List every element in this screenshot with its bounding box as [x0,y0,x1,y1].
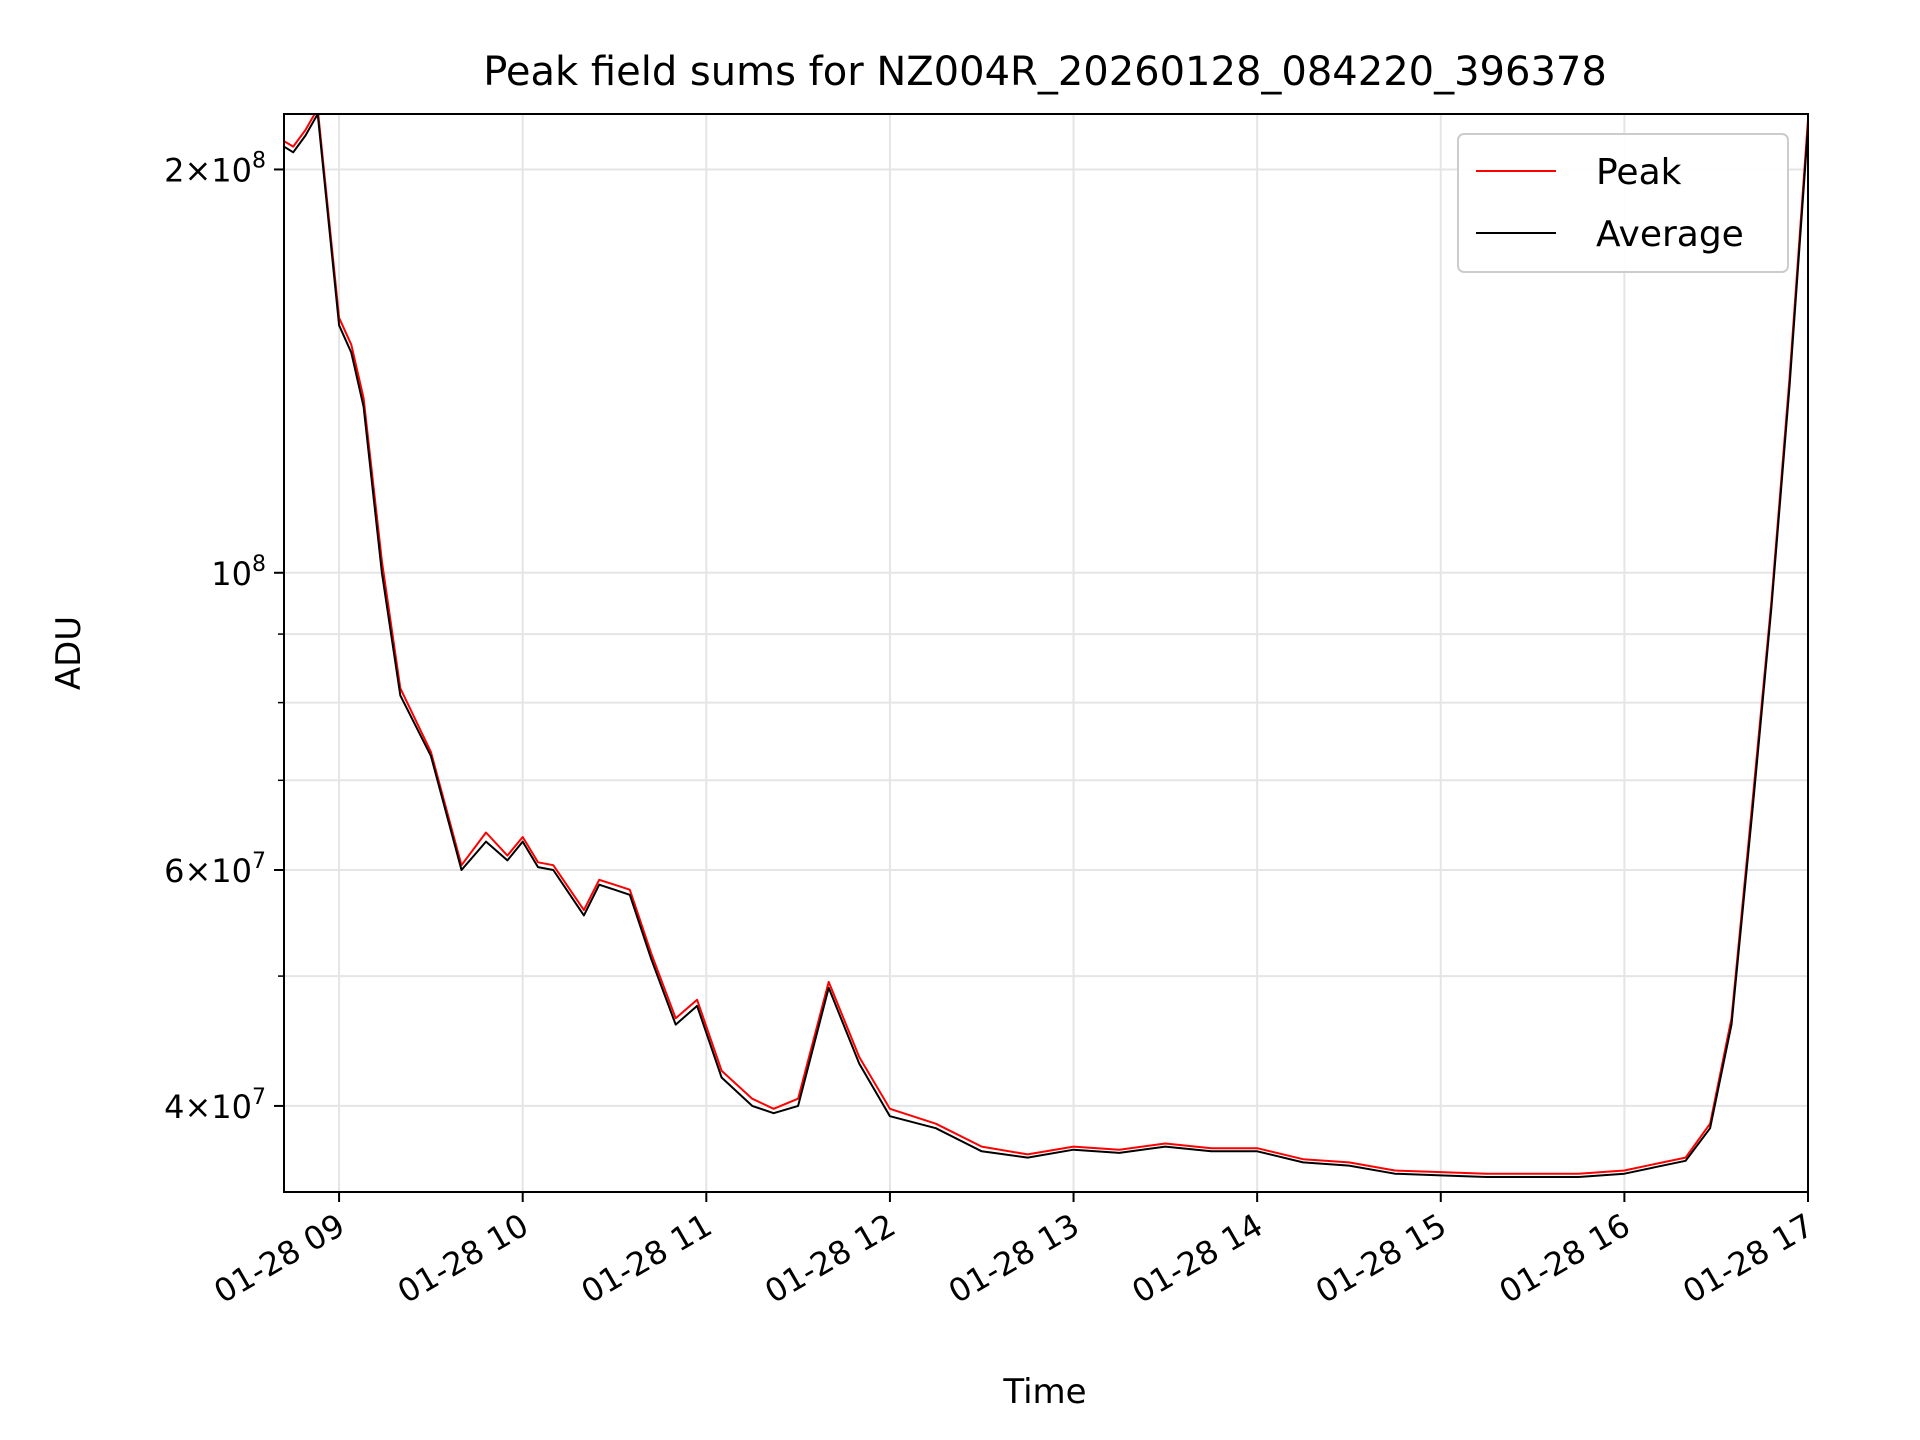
legend-label-peak: Peak [1596,152,1682,193]
y-axis-label: ADU [49,616,89,690]
y-tick-exponent: 8 [252,148,266,173]
legend: Peak Average [1457,133,1789,273]
x-axis-label: Time [1002,1372,1086,1412]
chart-title: Peak field sums for NZ004R_20260128_0842… [483,49,1607,95]
y-tick-times: ×10 [184,852,252,890]
y-tick-exponent: 8 [252,552,266,577]
series-line-average [284,114,1808,1178]
y-tick-label: 2×108 [164,148,266,189]
y-tick-label: 108 [211,552,266,593]
y-tick-mantissa: 6 [164,852,184,890]
y-tick-times: ×10 [184,151,252,189]
y-tick-exponent: 7 [252,1085,266,1110]
y-tick-times: ×10 [184,1088,252,1126]
y-tick-base: 10 [211,555,252,593]
y-tick-mantissa: 2 [164,151,184,189]
legend-box [1457,133,1789,273]
y-tick-label: 6×107 [164,849,266,890]
y-tick-mantissa: 4 [164,1088,184,1126]
plot-area-frame [283,113,1809,1193]
series-line-peak [284,114,1808,1175]
series-layer [284,114,1808,1178]
y-tick-exponent: 7 [252,849,266,874]
legend-label-average: Average [1596,214,1744,255]
y-tick-label: 4×107 [164,1085,266,1126]
